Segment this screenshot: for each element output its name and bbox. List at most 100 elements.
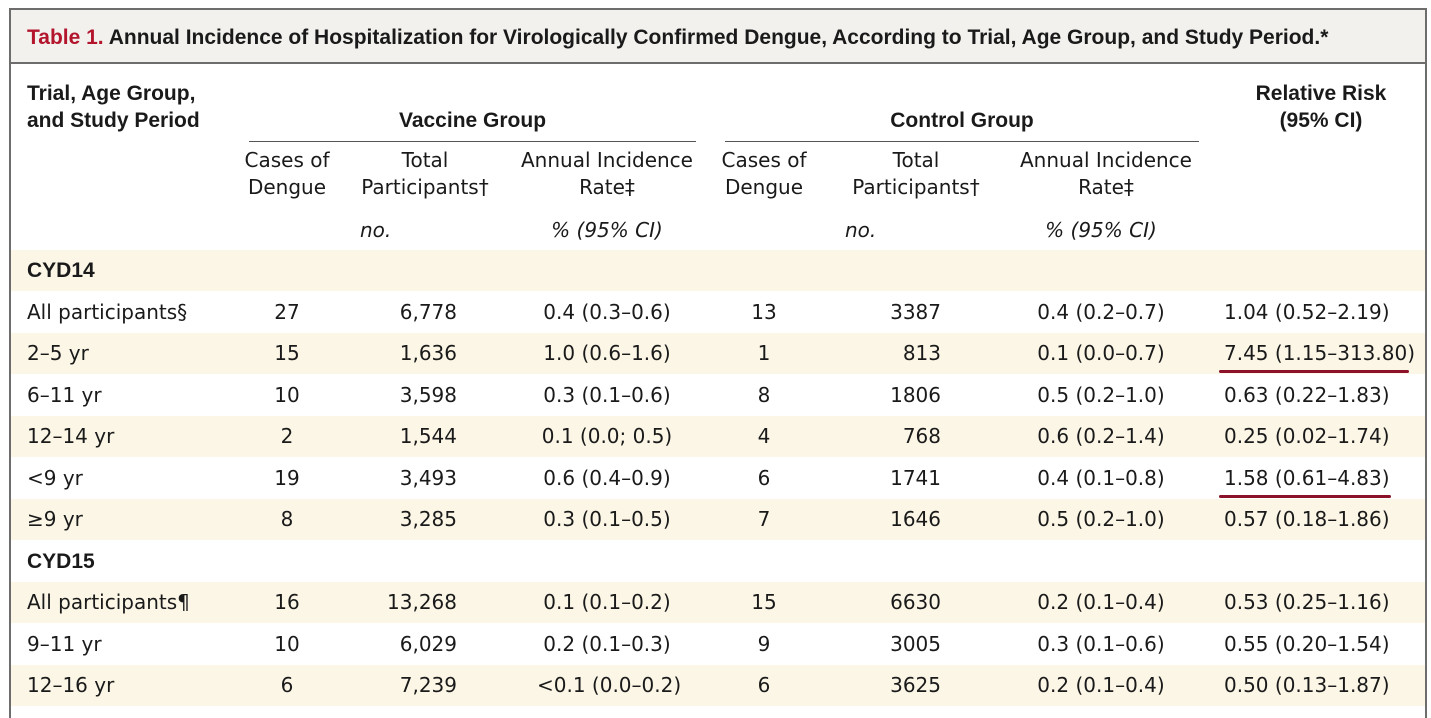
vaccine-units-no: no. bbox=[360, 218, 392, 242]
control-total-cell: 3625 bbox=[890, 673, 941, 697]
row-label: 9–11 yr bbox=[27, 631, 102, 656]
relative-risk-cell: 7.45 (1.15–313.80) bbox=[1224, 341, 1416, 365]
row-label-header-line1: Trial, Age Group, bbox=[27, 82, 196, 105]
row-label: ≥9 yr bbox=[27, 507, 83, 531]
control-cases-cell: 6 bbox=[757, 673, 771, 697]
control-total-cell: 3005 bbox=[890, 631, 941, 656]
row-label: 6–11 yr bbox=[27, 382, 102, 407]
vaccine-rate-cell: 0.3 (0.1–0.5) bbox=[543, 507, 671, 531]
vaccine-rate-cell: 0.1 (0.0; 0.5) bbox=[541, 424, 673, 448]
control-cases-cell: 1 bbox=[757, 341, 771, 365]
control-cases-header-line2: Dengue bbox=[724, 175, 804, 199]
control-total-header-line2: Participants† bbox=[852, 175, 980, 199]
control-total-cell: 813 bbox=[902, 341, 941, 365]
control-total-cell: 3387 bbox=[890, 299, 941, 324]
section-title: CYD14 bbox=[27, 259, 95, 282]
vaccine-total-cell: 6,778 bbox=[399, 299, 457, 324]
control-rate-cell: 0.6 (0.2–1.4) bbox=[1037, 424, 1165, 448]
vaccine-cases-header: Cases of Dengue bbox=[237, 147, 337, 201]
relative-risk-cell: 0.63 (0.22–1.83) bbox=[1224, 382, 1390, 407]
control-total-cell: 1741 bbox=[890, 465, 941, 490]
control-rate-cell: 0.5 (0.2–1.0) bbox=[1037, 382, 1165, 407]
vaccine-cases-header-line1: Cases of bbox=[244, 148, 330, 172]
relative-risk-cell: 0.55 (0.20–1.54) bbox=[1224, 631, 1390, 656]
row-label-header: Trial, Age Group, and Study Period bbox=[27, 80, 200, 134]
vaccine-group-rule bbox=[249, 141, 696, 142]
table-title-label: Table 1. bbox=[27, 26, 104, 49]
control-rate-cell: 0.5 (0.2–1.0) bbox=[1037, 507, 1165, 531]
vaccine-rate-header-line2: Rate‡ bbox=[579, 175, 635, 199]
vaccine-cases-cell: 8 bbox=[280, 507, 294, 531]
table-title: Table 1. Annual Incidence of Hospitaliza… bbox=[27, 26, 1328, 50]
row-label: All participants§ bbox=[27, 299, 188, 324]
vaccine-total-header-line1: Total bbox=[401, 148, 449, 172]
table-row: 12–16 yr 6 7,239 <0.1 (0.0–0.2) 6 3625 0.2 (0.… bbox=[11, 665, 1425, 706]
row-label: <9 yr bbox=[27, 465, 83, 490]
control-cases-cell: 13 bbox=[751, 299, 777, 324]
vaccine-cases-header-line2: Dengue bbox=[247, 175, 327, 199]
row-label-header-line2: and Study Period bbox=[27, 109, 200, 132]
vaccine-cases-cell: 6 bbox=[280, 673, 294, 697]
vaccine-total-cell: 3,598 bbox=[399, 382, 457, 407]
relative-risk-cell: 1.58 (0.61–4.83) bbox=[1224, 465, 1390, 490]
vaccine-total-cell: 1,636 bbox=[399, 341, 457, 365]
vaccine-rate-cell: 0.6 (0.4–0.9) bbox=[543, 465, 671, 490]
control-cases-header: Cases of Dengue bbox=[714, 147, 814, 201]
control-rate-cell: 0.4 (0.2–0.7) bbox=[1037, 299, 1165, 324]
row-label: 12–16 yr bbox=[27, 673, 115, 697]
control-rate-cell: 0.3 (0.1–0.6) bbox=[1037, 631, 1165, 656]
control-units-no: no. bbox=[845, 218, 877, 242]
control-rate-header: Annual Incidence Rate‡ bbox=[1016, 147, 1196, 201]
relative-risk-highlight-underline bbox=[1219, 494, 1391, 498]
control-cases-cell: 9 bbox=[757, 631, 771, 656]
vaccine-group-header: Vaccine Group bbox=[398, 109, 547, 132]
vaccine-cases-cell: 10 bbox=[274, 631, 300, 656]
vaccine-total-cell: 1,544 bbox=[399, 424, 457, 448]
control-cases-cell: 4 bbox=[757, 424, 771, 448]
table-row: All participants¶ 16 13,268 0.1 (0.1–0.2) 15… bbox=[11, 582, 1425, 623]
vaccine-total-cell: 7,239 bbox=[399, 673, 457, 697]
vaccine-total-cell: 13,268 bbox=[387, 590, 457, 614]
section-title: CYD15 bbox=[27, 549, 95, 573]
row-label: 12–14 yr bbox=[27, 424, 115, 448]
vaccine-total-cell: 6,029 bbox=[399, 631, 457, 656]
section-row: CYD14 bbox=[11, 250, 1425, 291]
vaccine-total-header: Total Participants† bbox=[355, 147, 495, 201]
control-rate-header-line2: Rate‡ bbox=[1078, 175, 1134, 199]
control-total-cell: 1646 bbox=[890, 507, 941, 531]
control-total-header: Total Participants† bbox=[846, 147, 986, 201]
relative-risk-header: Relative Risk (95% CI) bbox=[1221, 80, 1421, 134]
control-cases-cell: 7 bbox=[757, 507, 771, 531]
control-cases-cell: 15 bbox=[751, 590, 777, 614]
control-cases-header-line1: Cases of bbox=[721, 148, 807, 172]
relative-risk-header-line1: Relative Risk bbox=[1255, 82, 1387, 105]
table-row: 6–11 yr 10 3,598 0.3 (0.1–0.6) 8 1806 0.5 (0.2… bbox=[11, 375, 1425, 416]
relative-risk-cell: 0.57 (0.18–1.86) bbox=[1224, 507, 1390, 531]
control-total-header-line1: Total bbox=[892, 148, 940, 172]
control-total-cell: 768 bbox=[902, 424, 941, 448]
vaccine-cases-cell: 16 bbox=[274, 590, 300, 614]
vaccine-total-cell: 3,493 bbox=[399, 465, 457, 490]
vaccine-rate-header-line1: Annual Incidence bbox=[521, 148, 693, 172]
vaccine-total-cell: 3,285 bbox=[399, 507, 457, 531]
vaccine-cases-cell: 19 bbox=[274, 465, 300, 490]
table-row: 2–5 yr 15 1,636 1.0 (0.6–1.6) 1 813 0.1 (0.0–0… bbox=[11, 333, 1425, 374]
control-rate-cell: 0.4 (0.1–0.8) bbox=[1037, 465, 1165, 490]
relative-risk-cell: 0.25 (0.02–1.74) bbox=[1224, 424, 1390, 448]
vaccine-rate-cell: 0.3 (0.1–0.6) bbox=[543, 382, 671, 407]
control-rate-cell: 0.2 (0.1–0.4) bbox=[1037, 673, 1165, 697]
control-rate-header-line1: Annual Incidence bbox=[1020, 148, 1192, 172]
vaccine-rate-cell: 1.0 (0.6–1.6) bbox=[543, 341, 671, 365]
vaccine-total-header-line2: Participants† bbox=[361, 175, 489, 199]
relative-risk-cell: 0.50 (0.13–1.87) bbox=[1224, 673, 1390, 697]
control-total-cell: 6630 bbox=[890, 590, 941, 614]
section-row: CYD15 bbox=[11, 541, 1425, 582]
table-title-text: Annual Incidence of Hospitalization for … bbox=[108, 26, 1329, 49]
vaccine-units-pct: % (95% CI) bbox=[551, 218, 663, 242]
table-row: 9–11 yr 10 6,029 0.2 (0.1–0.3) 9 3005 0.3 (0.1… bbox=[11, 624, 1425, 665]
control-rate-cell: 0.2 (0.1–0.4) bbox=[1037, 590, 1165, 614]
vaccine-cases-cell: 10 bbox=[274, 382, 300, 407]
control-group-rule bbox=[725, 141, 1199, 142]
relative-risk-cell: 1.04 (0.52–2.19) bbox=[1224, 299, 1390, 324]
relative-risk-header-line2: (95% CI) bbox=[1279, 109, 1363, 132]
